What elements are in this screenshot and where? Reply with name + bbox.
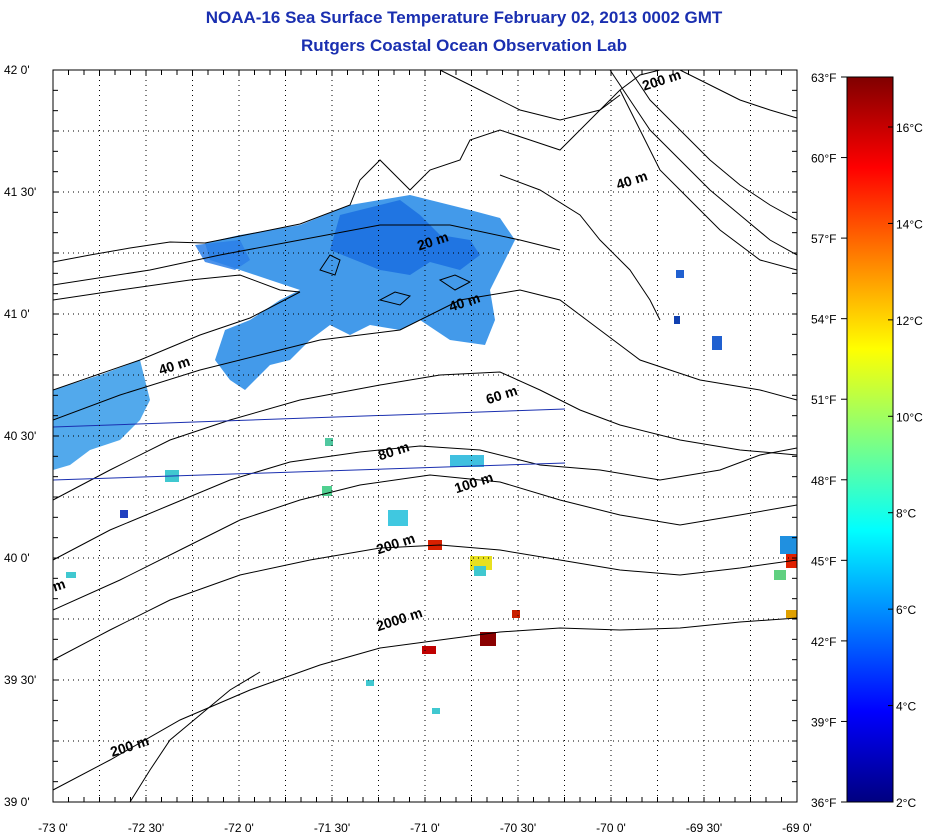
map-subtitle: Rutgers Coastal Ocean Observation Lab xyxy=(301,36,627,55)
lon-tick-label: -72 0' xyxy=(224,821,254,835)
sst-spot xyxy=(66,572,76,578)
lat-tick-label: 39 30' xyxy=(4,673,36,687)
fahrenheit-tick-label: 39°F xyxy=(811,715,836,729)
lon-tick-label: -70 0' xyxy=(596,821,626,835)
celsius-tick-label: 10°C xyxy=(896,410,923,424)
lat-tick-label: 39 0' xyxy=(4,795,30,809)
sst-spot xyxy=(388,510,408,526)
fahrenheit-tick-label: 48°F xyxy=(811,474,836,488)
sst-spot xyxy=(676,270,684,278)
swath-lines xyxy=(53,408,566,481)
lat-tick-label: 40 30' xyxy=(4,429,36,443)
contour-2000m xyxy=(53,617,797,791)
fahrenheit-tick-label: 51°F xyxy=(811,393,836,407)
contour-gulf-3 xyxy=(679,70,797,119)
celsius-tick-label: 14°C xyxy=(896,217,923,231)
contour-40m xyxy=(53,289,797,421)
sst-spot xyxy=(712,336,722,350)
colorbar-ticks: 63°F 60°F 57°F 54°F 51°F 48°F 45°F 42°F 39°F 36°F… xyxy=(811,71,923,810)
lon-tick-label: -71 0' xyxy=(410,821,440,835)
map-title: NOAA-16 Sea Surface Temperature February… xyxy=(205,8,723,27)
contour-gulf-2 xyxy=(629,70,797,221)
sst-patch-long-island xyxy=(53,360,150,470)
sst-spot xyxy=(325,438,333,446)
sst-spot xyxy=(432,708,440,714)
lon-tick-label: -72 30' xyxy=(128,821,164,835)
bathymetry-contours xyxy=(53,70,797,802)
fahrenheit-tick-label: 36°F xyxy=(811,796,836,810)
lon-tick-label: -69 30' xyxy=(686,821,722,835)
celsius-tick-label: 8°C xyxy=(896,507,916,521)
sst-spot xyxy=(422,646,436,654)
celsius-tick-label: 6°C xyxy=(896,603,916,617)
sst-spot xyxy=(474,566,486,576)
contour-gulf-1 xyxy=(609,70,797,256)
contour-label: m xyxy=(51,575,68,594)
map-axes: -73 0' -72 30' -72 0' -71 30' -71 0' -70 30' -… xyxy=(4,63,812,835)
lon-tick-label: -70 30' xyxy=(500,821,536,835)
colorbar-gradient xyxy=(846,76,894,803)
contour-80m xyxy=(53,445,797,561)
sst-spot xyxy=(674,316,680,324)
fahrenheit-tick-label: 45°F xyxy=(811,554,836,568)
map-grid xyxy=(53,70,797,802)
sst-spot xyxy=(780,536,797,554)
contour-200m xyxy=(53,544,797,661)
sst-patch-sound-north xyxy=(330,200,480,275)
sst-spot xyxy=(366,680,374,686)
lon-tick-label: -69 0' xyxy=(782,821,812,835)
contour-60m xyxy=(53,371,797,501)
lat-tick-label: 42 0' xyxy=(4,63,30,77)
contour-gulf-4 xyxy=(439,70,621,121)
contour-200m-canyon xyxy=(129,671,261,802)
fahrenheit-tick-label: 42°F xyxy=(811,635,836,649)
lat-tick-label: 41 30' xyxy=(4,185,36,199)
fahrenheit-tick-label: 63°F xyxy=(811,71,836,85)
celsius-tick-label: 12°C xyxy=(896,314,923,328)
lat-tick-label: 40 0' xyxy=(4,551,30,565)
lat-tick-label: 41 0' xyxy=(4,307,30,321)
sst-spot xyxy=(480,632,496,646)
colorbar: 63°F 60°F 57°F 54°F 51°F 48°F 45°F 42°F 39°F 36°F… xyxy=(811,71,923,810)
sst-spot xyxy=(120,510,128,518)
contour-20m xyxy=(53,224,561,286)
celsius-tick-label: 16°C xyxy=(896,121,923,135)
contour-100m xyxy=(53,474,797,611)
sst-spot xyxy=(774,570,786,580)
lon-tick-label: -71 30' xyxy=(314,821,350,835)
sst-spot xyxy=(450,455,484,467)
coastline xyxy=(53,70,797,391)
lon-tick-label: -73 0' xyxy=(38,821,68,835)
celsius-tick-label: 2°C xyxy=(896,796,916,810)
celsius-tick-label: 4°C xyxy=(896,700,916,714)
sst-spot xyxy=(322,486,332,496)
fahrenheit-tick-label: 60°F xyxy=(811,152,836,166)
sst-spot xyxy=(786,610,797,618)
fahrenheit-tick-label: 54°F xyxy=(811,313,836,327)
sst-spot xyxy=(512,610,520,618)
fahrenheit-tick-label: 57°F xyxy=(811,232,836,246)
